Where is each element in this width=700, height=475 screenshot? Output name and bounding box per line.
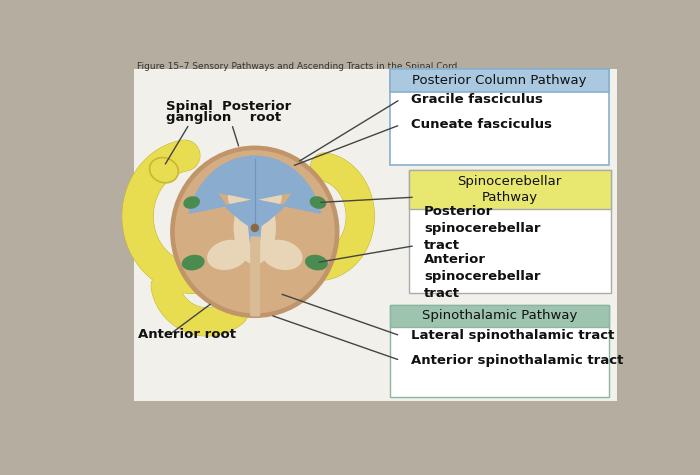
FancyBboxPatch shape [389, 68, 609, 92]
Text: Spinothalamic Pathway: Spinothalamic Pathway [421, 309, 577, 322]
Ellipse shape [182, 255, 204, 270]
FancyBboxPatch shape [409, 170, 610, 294]
Ellipse shape [261, 240, 302, 270]
Ellipse shape [305, 255, 328, 270]
Ellipse shape [175, 150, 335, 314]
Text: Gracile fasciculus: Gracile fasciculus [411, 93, 543, 106]
Ellipse shape [183, 196, 200, 209]
Circle shape [251, 224, 259, 232]
Polygon shape [189, 156, 321, 228]
FancyBboxPatch shape [250, 237, 260, 316]
Text: Cuneate fasciculus: Cuneate fasciculus [411, 118, 552, 131]
Text: Posterior Column Pathway: Posterior Column Pathway [412, 74, 587, 86]
Text: Anterior spinothalamic tract: Anterior spinothalamic tract [411, 354, 624, 367]
Ellipse shape [228, 182, 251, 212]
Text: Lateral spinothalamic tract: Lateral spinothalamic tract [411, 329, 615, 342]
Ellipse shape [234, 191, 276, 265]
Polygon shape [248, 209, 261, 252]
Polygon shape [248, 209, 261, 252]
Ellipse shape [207, 240, 248, 270]
Ellipse shape [150, 158, 178, 183]
Text: Spinal  Posterior: Spinal Posterior [166, 100, 291, 113]
Text: Posterior
spinocerebellar
tract: Posterior spinocerebellar tract [424, 205, 540, 252]
Text: Anterior
spinocerebellar
tract: Anterior spinocerebellar tract [424, 253, 540, 300]
Text: Figure 15–7 Sensory Pathways and Ascending Tracts in the Spinal Cord.: Figure 15–7 Sensory Pathways and Ascendi… [137, 62, 460, 71]
Polygon shape [189, 156, 321, 228]
FancyBboxPatch shape [389, 68, 609, 165]
FancyBboxPatch shape [134, 68, 617, 401]
FancyBboxPatch shape [389, 305, 609, 326]
FancyBboxPatch shape [389, 305, 609, 398]
Text: ganglion    root: ganglion root [166, 111, 281, 124]
FancyBboxPatch shape [409, 170, 610, 209]
Text: Spinocerebellar
Pathway: Spinocerebellar Pathway [458, 175, 562, 204]
Ellipse shape [258, 182, 282, 212]
Ellipse shape [170, 145, 340, 318]
Ellipse shape [309, 196, 326, 209]
Text: Anterior root: Anterior root [138, 328, 236, 341]
